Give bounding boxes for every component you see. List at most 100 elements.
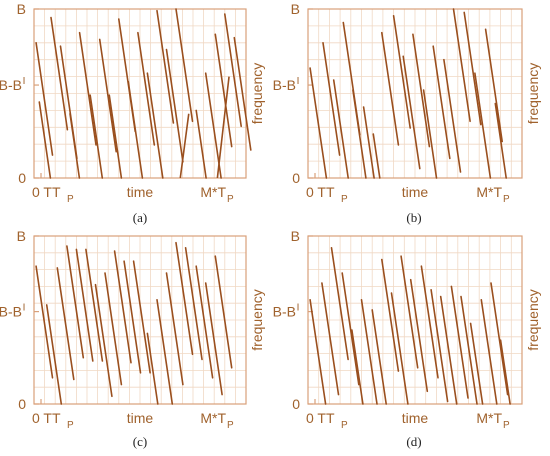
y-tick-label-top: B [291, 1, 300, 17]
chirp-line [137, 31, 156, 146]
chirp-line [490, 282, 509, 396]
y-tick-label-middle: B-B [273, 77, 296, 93]
chirp-line [224, 13, 242, 128]
x-tick-label-left: 0 TT [32, 410, 61, 426]
x-axis-label: time [127, 184, 154, 200]
chirp-line [309, 67, 328, 179]
x-tick-label-left: 0 TT [306, 410, 335, 426]
chirp-line [35, 265, 54, 379]
chirp-line [380, 258, 400, 372]
chirp-line [322, 41, 341, 156]
chirp-line [216, 76, 230, 179]
y-tick-label-top: B [291, 228, 300, 244]
x-tick-label-left: 0 TT [32, 184, 61, 200]
chirp-line [78, 31, 97, 146]
chirp-line [98, 38, 117, 153]
chirp-line [104, 272, 123, 386]
chirp-line [474, 72, 492, 179]
chirp-line [332, 79, 350, 179]
y-tick-label-middle-sup: I [297, 76, 300, 87]
chirp-series [35, 8, 252, 179]
chirp-line [499, 339, 511, 405]
x-tick-label-left-sub: P [67, 420, 74, 431]
chirp-line [443, 58, 462, 173]
chirp-line [432, 45, 451, 160]
chirp-line [66, 245, 85, 359]
y-tick-label-middle: B-B [0, 77, 22, 93]
chirp-line [352, 89, 367, 179]
x-tick-label-right-sub: P [227, 420, 234, 431]
x-tick-label-left-sub: P [67, 194, 74, 205]
grid [34, 9, 246, 178]
panel-caption: (a) [133, 210, 147, 225]
chirp-line [123, 260, 142, 374]
y-tick-label-middle: B-B [273, 304, 296, 320]
chirp-line [420, 265, 439, 379]
chirp-line [351, 329, 364, 405]
x-axis-label: time [402, 410, 429, 426]
chirp-line [175, 8, 194, 123]
chirp-line [460, 295, 478, 405]
chirp-line [450, 285, 469, 399]
chirp-line [439, 295, 458, 405]
chirp-line [56, 267, 75, 381]
y-axis-label: frequency [249, 63, 265, 124]
chirp-line [214, 255, 233, 369]
chirp-line [156, 9, 175, 124]
chirp-line [38, 101, 52, 179]
chirp-line [392, 15, 412, 129]
chirp-line [89, 94, 104, 179]
chirp-line [108, 94, 123, 179]
chirp-line [45, 304, 63, 405]
chirp-line [380, 31, 400, 146]
chirp-line [390, 292, 409, 405]
chirp-line [146, 332, 159, 405]
chirp-line [402, 55, 421, 170]
chirp-line [69, 113, 81, 179]
x-tick-label-right: M*T [200, 184, 226, 200]
chirp-line [50, 16, 69, 131]
chirp-line [214, 33, 233, 148]
chirp-line [195, 265, 214, 379]
chirp-line [85, 248, 104, 362]
chirp-line [484, 28, 504, 143]
y-tick-label-bottom: 0 [18, 396, 26, 412]
chirp-line [409, 278, 429, 393]
y-tick-label-middle-sup: I [23, 76, 26, 87]
chirp-series [309, 247, 511, 405]
chirp-line [184, 247, 203, 361]
y-tick-label-top: B [17, 228, 26, 244]
chirp-line [480, 298, 498, 405]
chirp-line [127, 80, 144, 179]
chirp-series [309, 8, 508, 179]
plot-frame [307, 8, 523, 179]
chirp-line [430, 288, 449, 403]
y-tick-label-top: B [17, 1, 26, 17]
chirp-line [309, 298, 327, 405]
x-tick-label-right: M*T [476, 184, 502, 200]
y-axis-label: frequency [525, 63, 541, 124]
y-tick-label-bottom: 0 [292, 396, 300, 412]
chirp-line [165, 272, 184, 386]
x-tick-label-right: M*T [200, 410, 226, 426]
chirp-line [179, 113, 190, 179]
chirp-line [469, 322, 484, 405]
panel-caption: (b) [406, 210, 421, 225]
x-axis-label: time [127, 410, 154, 426]
chirp-line [362, 106, 375, 179]
x-tick-label-left-sub: P [341, 420, 348, 431]
y-tick-label-bottom: 0 [292, 170, 300, 186]
x-tick-label-right-sub: P [227, 194, 234, 205]
y-axis-label: frequency [525, 289, 541, 350]
panel-caption: (c) [133, 434, 147, 449]
plot-frame [33, 235, 247, 405]
chirp-line [494, 102, 508, 179]
chirp-line [165, 48, 184, 163]
chirp-line [412, 33, 431, 148]
chirp-line [146, 72, 164, 179]
y-tick-label-middle-sup: I [297, 303, 300, 314]
